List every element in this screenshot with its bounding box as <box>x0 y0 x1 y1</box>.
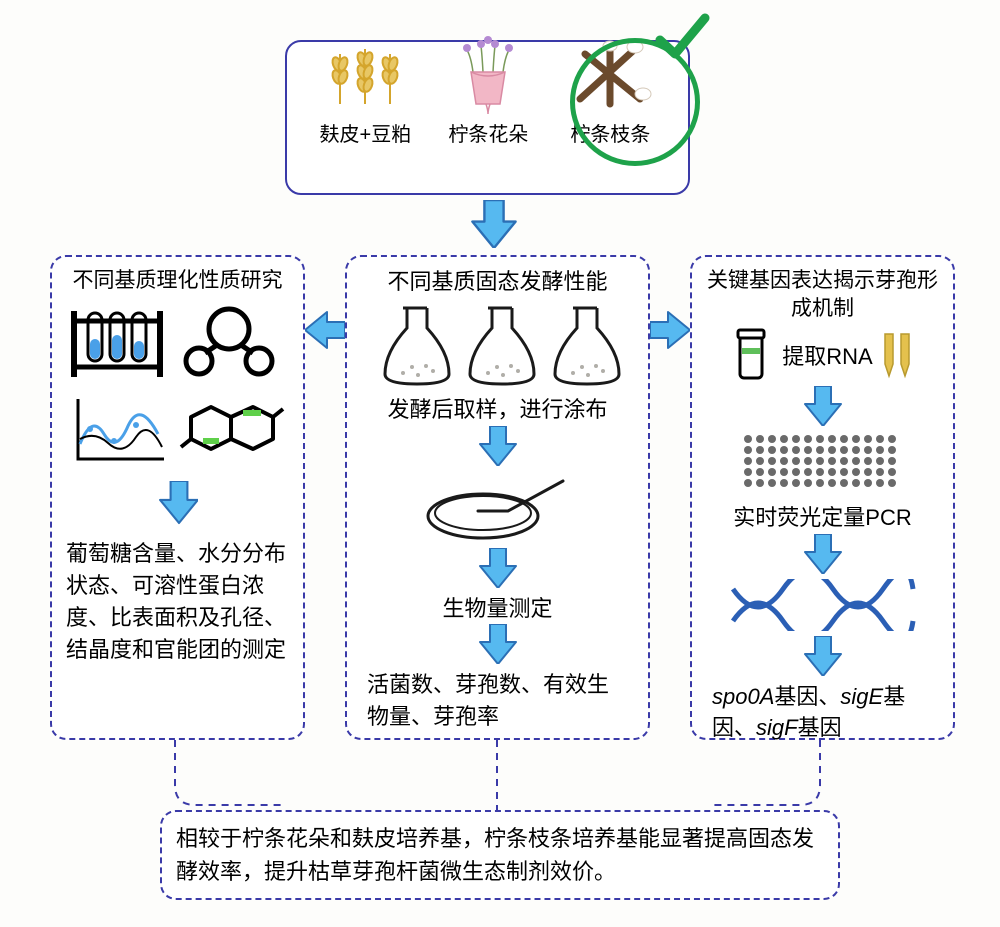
right-title: 关键基因表达揭示芽孢形成机制 <box>706 267 939 324</box>
water-molecule-icon <box>177 301 282 383</box>
right-step1: 提取RNA <box>782 341 872 373</box>
arrow-center-to-right <box>650 310 690 350</box>
center-arrow1 <box>361 426 634 471</box>
check-icon <box>655 10 710 70</box>
dna-row <box>706 579 939 636</box>
center-outcome: 活菌数、芽孢数、有效生物量、芽孢率 <box>361 669 634 733</box>
center-step2: 生物量测定 <box>361 593 634 625</box>
left-physicochemical-box: 不同基质理化性质研究 <box>50 255 305 740</box>
right-arrow3 <box>706 636 939 681</box>
right-gene-box: 关键基因表达揭示芽孢形成机制 提取RNA 实 <box>690 255 955 740</box>
wheat-icon <box>320 34 410 114</box>
right-arrow2 <box>706 534 939 579</box>
right-step2: 实时荧光定量PCR <box>706 502 939 534</box>
center-fermentation-box: 不同基质固态发酵性能 发酵后取样，进行涂布 <box>345 255 650 740</box>
left-title: 不同基质理化性质研究 <box>66 267 289 295</box>
collection-tube-icon <box>728 328 774 386</box>
substrate-label: 柠条花朵 <box>448 118 528 147</box>
center-arrow3 <box>361 624 634 669</box>
petri-dish-icon <box>418 471 578 543</box>
pcr-plate-row <box>706 431 939 502</box>
rna-extract-row: 提取RNA <box>706 328 939 386</box>
petri-dish-row <box>361 471 634 548</box>
flower-bucket-icon <box>453 34 523 114</box>
flask-icon <box>368 303 628 389</box>
left-icons-grid <box>66 301 289 473</box>
dna-helix-icon <box>728 579 918 631</box>
left-outcome: 葡萄糖含量、水分分布状态、可溶性蛋白浓度、比表面积及孔径、结晶度和官能团的测定 <box>66 538 289 666</box>
eppendorf-icon <box>881 328 917 386</box>
substrate-label: 麸皮+豆粕 <box>320 118 412 147</box>
left-arrow <box>66 481 289 532</box>
center-title: 不同基质固态发酵性能 <box>361 267 634 297</box>
center-arrow2 <box>361 548 634 593</box>
bottom-conclusion-box: 相较于柠条花朵和麸皮培养基，柠条枝条培养基能显著提高固态发酵效率，提升枯草芽孢杆… <box>160 810 840 900</box>
test-tube-rack-icon <box>66 301 171 383</box>
right-outcome: spo0A基因、sigE基因、sigF基因 <box>706 681 939 745</box>
arrow-center-to-left <box>305 310 345 350</box>
substrate-item-flower: 柠条花朵 <box>448 34 528 147</box>
pcr-plate-icon <box>738 431 908 497</box>
chemical-structure-icon <box>177 389 292 473</box>
right-arrow1 <box>706 386 939 431</box>
center-step1: 发酵后取样，进行涂布 <box>361 394 634 426</box>
bottom-text: 相较于柠条花朵和麸皮培养基，柠条枝条培养基能显著提高固态发酵效率，提升枯草芽孢杆… <box>176 822 824 888</box>
arrow-top-to-center <box>470 200 520 248</box>
flasks-row <box>361 303 634 394</box>
analysis-chart-icon <box>66 389 171 471</box>
substrate-item-bran: 麸皮+豆粕 <box>320 34 412 147</box>
